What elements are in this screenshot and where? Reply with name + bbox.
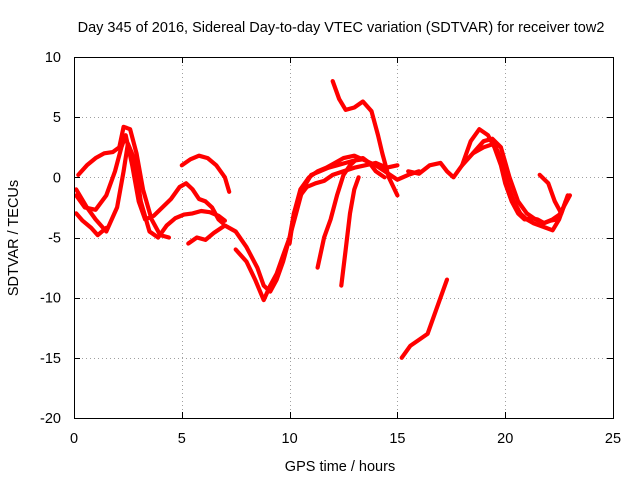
grid-lines — [74, 57, 613, 418]
series-pass-12 — [399, 277, 450, 360]
x-tick-label: 10 — [282, 431, 298, 447]
x-tick-label: 25 — [605, 431, 621, 447]
x-tick-labels: 0 5 10 15 20 25 — [70, 431, 621, 447]
y-axis-label: SDTVAR / TECUs — [6, 180, 22, 296]
series-pass-15 — [470, 136, 564, 226]
data-series-layer — [74, 79, 572, 360]
chart-title: Day 345 of 2016, Sidereal Day-to-day VTE… — [78, 20, 605, 36]
y-tick-label: -5 — [48, 231, 61, 247]
series-pass-11 — [287, 153, 422, 246]
y-tick-label: 10 — [45, 50, 61, 66]
x-tick-label: 15 — [389, 431, 405, 447]
series-pass-10 — [339, 175, 361, 288]
series-pass-9 — [315, 156, 387, 270]
x-tick-label: 20 — [497, 431, 513, 447]
series-pass-5 — [179, 153, 232, 194]
series-pass-7 — [233, 157, 365, 303]
axis-ticks — [74, 57, 614, 419]
series-pass-2 — [74, 141, 227, 240]
series-pass-14 — [460, 141, 568, 233]
y-tick-label: -20 — [40, 411, 61, 427]
y-tick-label: 0 — [53, 170, 61, 186]
y-tick-label: 5 — [53, 110, 61, 126]
series-pass-3 — [76, 124, 171, 240]
x-tick-label: 5 — [178, 431, 186, 447]
x-tick-label: 0 — [70, 431, 78, 447]
y-tick-label: -10 — [40, 291, 61, 307]
y-tick-label: -15 — [40, 351, 61, 367]
series-pass-16 — [537, 172, 570, 216]
x-axis-label: GPS time / hours — [285, 459, 395, 475]
series-pass-8 — [330, 79, 400, 198]
series-pass-4 — [74, 211, 109, 238]
y-tick-labels: -20 -15 -10 -5 0 5 10 — [40, 50, 61, 427]
series-pass-1 — [74, 133, 225, 226]
